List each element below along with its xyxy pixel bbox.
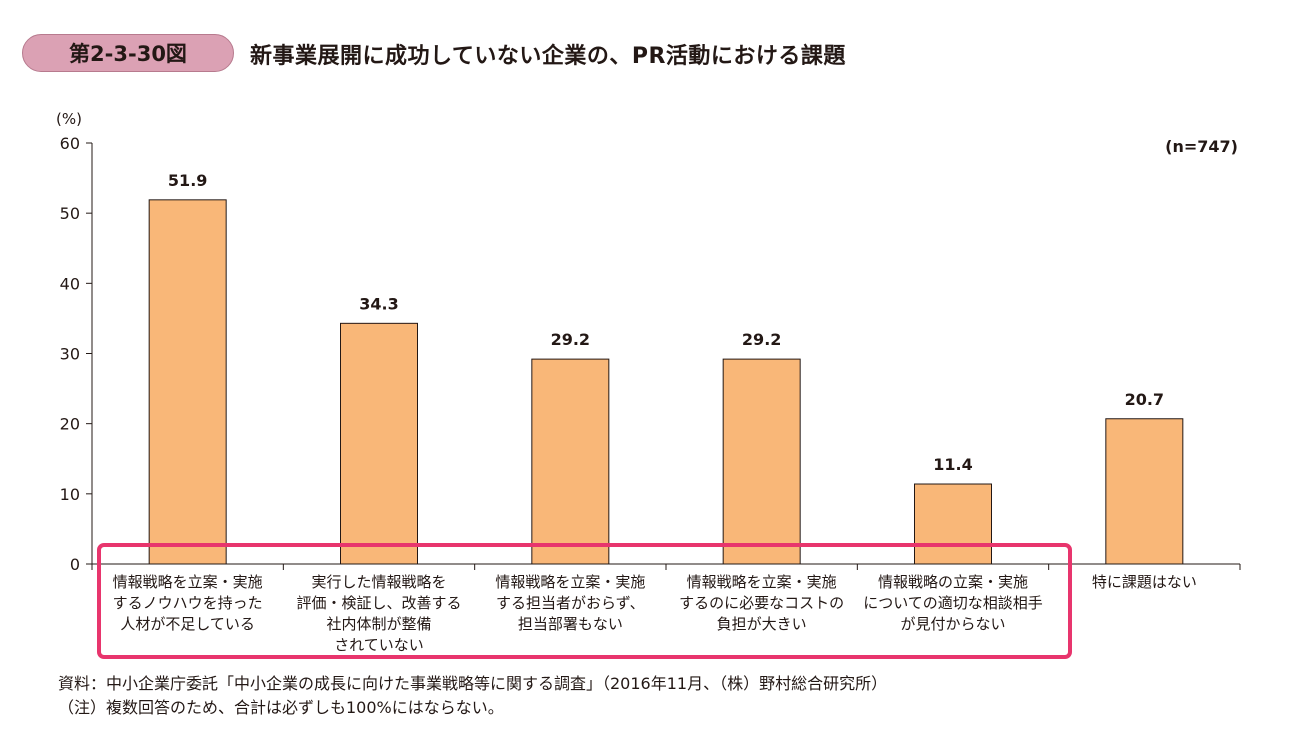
y-axis-unit-label: (%) <box>56 110 82 128</box>
bar-value-label: 29.2 <box>742 330 781 349</box>
bar <box>1105 418 1184 565</box>
bar <box>914 483 992 565</box>
bar <box>722 358 801 565</box>
y-tick-label: 30 <box>60 345 80 364</box>
bar <box>340 322 418 565</box>
bar-value-label: 29.2 <box>551 330 590 349</box>
category-label: 特に課題はない <box>1092 573 1197 591</box>
bar-value-label: 20.7 <box>1125 390 1164 409</box>
bar-value-label: 11.4 <box>933 455 972 474</box>
y-tick-label: 40 <box>60 274 80 293</box>
bar-value-label: 34.3 <box>359 294 398 313</box>
source-text: 資料：中小企業庁委託「中小企業の成長に向けた事業戦略等に関する調査」（2016年… <box>58 674 888 693</box>
note-text: （注）複数回答のため、合計は必ずしも100%にはならない。 <box>58 698 504 717</box>
sample-size-label: (n=747) <box>1165 137 1238 156</box>
bar <box>531 358 610 565</box>
figure-title: 新事業展開に成功していない企業の、PR活動における課題 <box>250 44 846 69</box>
y-tick-label: 50 <box>60 204 80 223</box>
y-tick-label: 0 <box>70 555 80 574</box>
bar <box>148 199 227 565</box>
category-label: 情報戦略の立案・実施についての適切な相談相手が見付からない <box>863 573 1043 633</box>
category-label: 実行した情報戦略を評価・検証し、改善する社内体制が整備されていない <box>296 573 461 654</box>
source-block: 資料：中小企業庁委託「中小企業の成長に向けた事業戦略等に関する調査」（2016年… <box>58 672 887 720</box>
category-label: 情報戦略を立案・実施する担当者がおらず、担当部署もない <box>495 573 645 633</box>
y-tick-label: 10 <box>60 485 80 504</box>
bar-value-label: 51.9 <box>168 171 207 190</box>
category-label: 情報戦略を立案・実施するのに必要なコストの負担が大きい <box>679 573 844 633</box>
y-tick-label: 60 <box>60 134 80 153</box>
category-label: 情報戦略を立案・実施するノウハウを持った人材が不足している <box>113 573 263 633</box>
figure-number: 第2-3-30図 <box>69 42 187 66</box>
figure-number-badge: 第2-3-30図 <box>22 34 234 72</box>
y-tick-label: 20 <box>60 415 80 434</box>
highlight-frame <box>97 543 1072 659</box>
